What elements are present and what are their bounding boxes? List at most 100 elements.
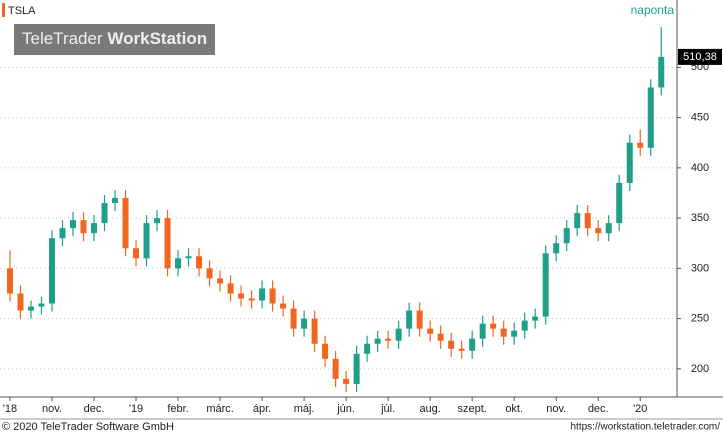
candle-body bbox=[227, 283, 234, 294]
y-tick-label: 300 bbox=[691, 262, 709, 274]
candle-body bbox=[490, 323, 497, 329]
candle-body bbox=[626, 142, 633, 183]
x-tick-label: jún. bbox=[336, 403, 355, 415]
candle-body bbox=[553, 243, 560, 254]
candle-body bbox=[185, 256, 192, 259]
symbol: TSLA bbox=[8, 5, 36, 17]
candle-body bbox=[311, 318, 318, 344]
candle-body bbox=[469, 338, 476, 351]
candle-body bbox=[17, 293, 24, 311]
x-tick-label: dec. bbox=[84, 403, 105, 415]
watermark-text: WorkStation bbox=[107, 29, 207, 48]
candle-body bbox=[521, 320, 528, 331]
x-tick-label: '20 bbox=[633, 403, 647, 415]
candle-body bbox=[637, 142, 644, 148]
x-tick-label: márc. bbox=[206, 403, 234, 415]
candle-body bbox=[27, 306, 34, 311]
candle-body bbox=[647, 87, 654, 148]
candle-body bbox=[511, 330, 518, 337]
y-tick-label: 250 bbox=[691, 313, 709, 325]
candle-body bbox=[616, 182, 623, 224]
candle-body bbox=[101, 203, 108, 224]
x-tick-label: '18 bbox=[3, 403, 17, 415]
candle-body bbox=[154, 218, 161, 224]
candle-body bbox=[343, 378, 350, 384]
candle-body bbox=[112, 197, 119, 204]
x-tick-label: febr. bbox=[167, 403, 188, 415]
candle-body bbox=[238, 293, 245, 299]
candle-body bbox=[217, 278, 224, 284]
candle-body bbox=[280, 303, 287, 309]
candle-body bbox=[595, 228, 602, 234]
y-tick-label: 350 bbox=[691, 212, 709, 224]
candle-body bbox=[122, 197, 129, 249]
candle-body bbox=[59, 228, 66, 239]
candle-body bbox=[406, 310, 413, 329]
x-tick-label: ápr. bbox=[253, 403, 271, 415]
candle-body bbox=[38, 303, 45, 307]
interval: naponta bbox=[631, 3, 675, 17]
x-tick-label: okt. bbox=[505, 403, 523, 415]
candle-body bbox=[385, 338, 392, 341]
watermark: TeleTrader WorkStation bbox=[22, 29, 207, 48]
candle-body bbox=[301, 318, 308, 329]
x-tick-label: nov. bbox=[546, 403, 566, 415]
footer-url: https://workstation.teletrader.com/ bbox=[570, 422, 720, 433]
candle-body bbox=[332, 358, 339, 379]
candle-body bbox=[269, 288, 276, 304]
candle-body bbox=[196, 256, 203, 269]
x-tick-label: máj. bbox=[294, 403, 315, 415]
candle-body bbox=[164, 218, 171, 269]
candle-body bbox=[605, 223, 612, 234]
last-price-box bbox=[678, 48, 722, 65]
candle-body bbox=[48, 238, 55, 304]
candle-body bbox=[574, 213, 581, 229]
watermark-box bbox=[14, 24, 215, 55]
candle-body bbox=[133, 248, 140, 259]
candle-body bbox=[500, 328, 507, 337]
watermark-text: TeleTrader bbox=[22, 29, 103, 48]
candle-body bbox=[448, 340, 455, 349]
candle-body bbox=[322, 343, 329, 359]
candle-body bbox=[143, 223, 150, 259]
y-tick-label: 400 bbox=[691, 162, 709, 174]
candle-body bbox=[175, 258, 182, 269]
candle-body bbox=[80, 220, 87, 234]
candle-body bbox=[416, 310, 423, 329]
candle-body bbox=[259, 288, 266, 301]
y-tick-label: 450 bbox=[691, 111, 709, 123]
x-tick-label: szept. bbox=[457, 403, 486, 415]
x-tick-label: '19 bbox=[129, 403, 143, 415]
footer-copyright: © 2020 TeleTrader Software GmbH bbox=[2, 421, 174, 433]
last-price-label: 510,38 bbox=[683, 51, 717, 63]
x-tick-label: dec. bbox=[588, 403, 609, 415]
candles bbox=[6, 27, 665, 392]
candle-body bbox=[353, 353, 360, 384]
candle-body bbox=[584, 213, 591, 229]
x-tick-label: nov. bbox=[42, 403, 62, 415]
candle-body bbox=[542, 253, 549, 317]
candle-body bbox=[563, 228, 570, 244]
candle-body bbox=[6, 268, 13, 294]
candle-body bbox=[479, 323, 486, 339]
candle-body bbox=[437, 333, 444, 341]
grid bbox=[0, 66, 677, 370]
candle-body bbox=[91, 223, 98, 234]
candle-body bbox=[427, 328, 434, 334]
candle-body bbox=[364, 343, 371, 354]
candle-body bbox=[374, 338, 381, 344]
y-tick-label: 200 bbox=[691, 363, 709, 375]
candle-body bbox=[290, 308, 297, 329]
x-tick-label: aug. bbox=[419, 403, 440, 415]
candle-body bbox=[658, 56, 665, 88]
candle-body bbox=[206, 268, 213, 279]
candle-body bbox=[248, 298, 255, 301]
candle-body bbox=[395, 328, 402, 341]
candle-body bbox=[70, 220, 77, 229]
candle-body bbox=[458, 348, 465, 351]
x-tick-label: júl. bbox=[380, 403, 395, 415]
candle-body bbox=[532, 316, 539, 321]
symbol-marker bbox=[2, 3, 5, 17]
